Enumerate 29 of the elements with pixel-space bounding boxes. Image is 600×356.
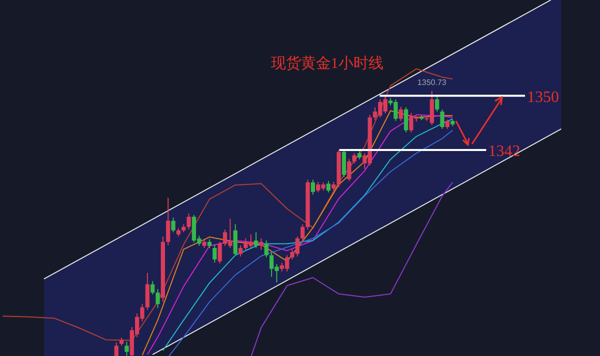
annotation: 1342 xyxy=(488,143,520,160)
annotation: 1350.73 xyxy=(417,78,447,87)
candlestick xyxy=(404,106,408,133)
candlestick xyxy=(435,96,440,112)
candlestick xyxy=(254,232,258,248)
candlestick xyxy=(124,341,129,356)
candlestick xyxy=(259,238,264,250)
candlestick xyxy=(145,272,150,310)
candlestick xyxy=(310,179,315,196)
candlestick xyxy=(326,180,331,193)
candlestick xyxy=(264,240,268,258)
annotation: 1350 xyxy=(527,88,559,106)
candlestick xyxy=(300,224,305,242)
candlestick xyxy=(156,288,160,309)
candlestick xyxy=(186,213,191,230)
candlestick xyxy=(166,197,170,246)
candlestick xyxy=(238,244,243,258)
candlestick xyxy=(342,150,346,178)
candlestick xyxy=(398,106,403,122)
candlestick xyxy=(352,152,356,164)
candlestick xyxy=(347,158,352,182)
candlestick xyxy=(150,280,155,295)
candlestick xyxy=(445,119,450,130)
candlestick xyxy=(233,224,238,256)
candlestick xyxy=(212,244,217,264)
chart-title: 现货黄金1小时线 xyxy=(270,55,384,72)
candlestick xyxy=(440,108,444,130)
candlestick xyxy=(171,217,176,233)
candlestick xyxy=(218,241,222,264)
